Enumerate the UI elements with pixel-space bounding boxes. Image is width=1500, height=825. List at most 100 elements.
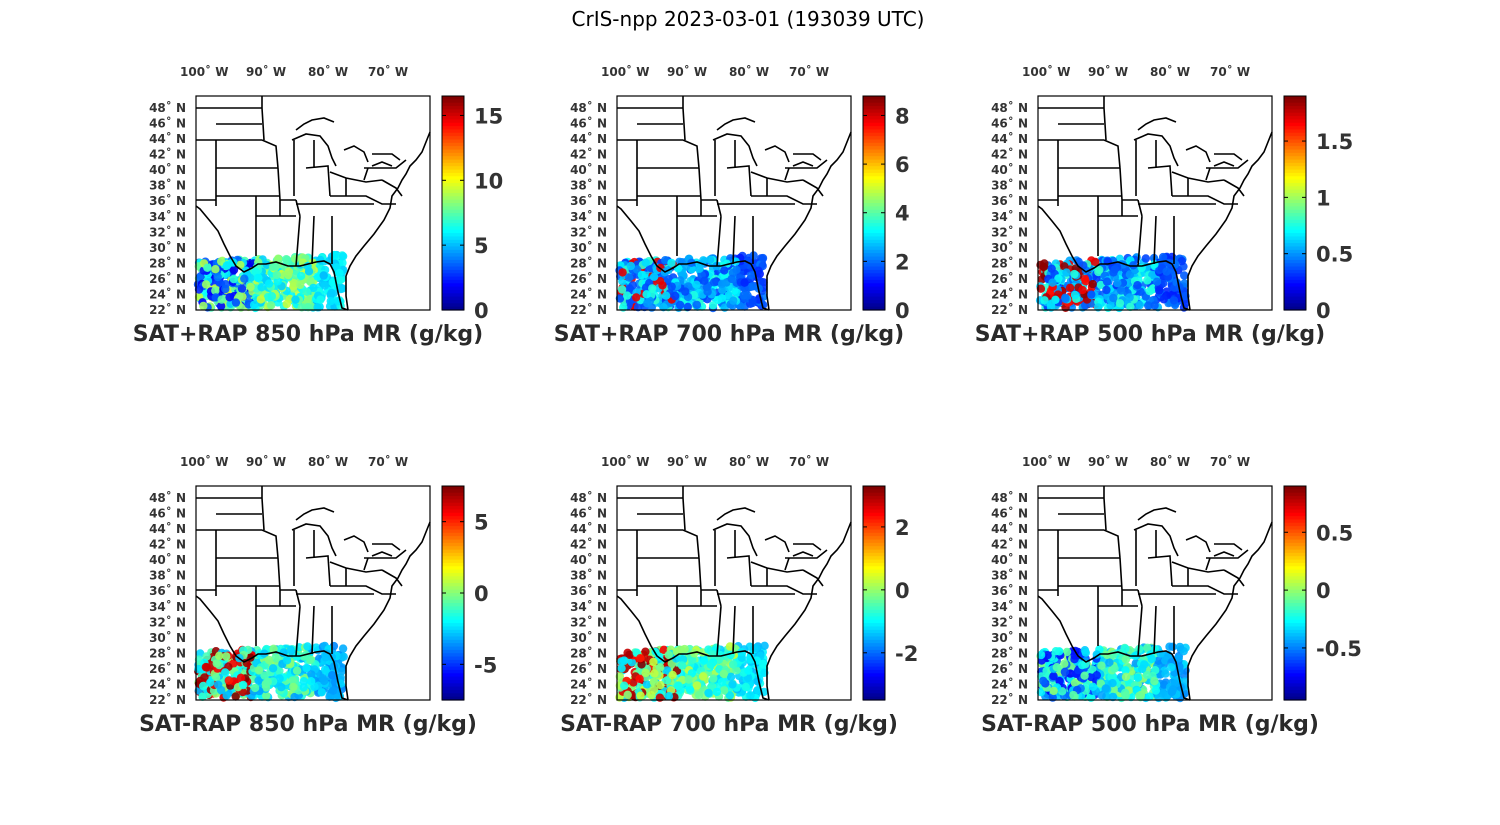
east-coastline (766, 131, 852, 311)
lat-tick-label: 28˚ N (570, 255, 607, 270)
map-panel-4: 100˚ W 90˚ W 80˚ W 70˚ W 48˚ N46˚ N44˚ N42˚ … (139, 454, 497, 737)
lat-tick-label: 22˚ N (570, 302, 607, 317)
panel-title: SAT+RAP 500 hPa MR (g/kg) (975, 322, 1325, 347)
lat-tick-label: 42˚ N (991, 147, 1028, 162)
data-swath (615, 251, 768, 313)
state-borders (196, 486, 407, 657)
lat-tick-label: 44˚ N (570, 521, 607, 536)
colorbar-tick-label: 0 (1316, 579, 1331, 603)
lat-tick-label: 26˚ N (991, 661, 1028, 676)
lon-tick-label: 70˚ W (1210, 64, 1250, 79)
colorbar-tick-label: 6 (895, 153, 910, 177)
lat-tick-label: 46˚ N (149, 116, 186, 131)
lat-tick-label: 26˚ N (149, 271, 186, 286)
colorbar-tick-label: 2 (895, 516, 910, 540)
lat-tick-label: 42˚ N (570, 537, 607, 552)
lat-tick-label: 34˚ N (991, 209, 1028, 224)
lat-tick-label: 30˚ N (570, 630, 607, 645)
colorbar-tick-label: -5 (474, 653, 497, 677)
east-coastline (345, 131, 431, 311)
map-panel-5: 100˚ W 90˚ W 80˚ W 70˚ W 48˚ N46˚ N44˚ N42˚ … (560, 454, 918, 737)
lat-tick-label: 36˚ N (991, 583, 1028, 598)
lat-tick-label: 30˚ N (991, 630, 1028, 645)
panel-title: SAT+RAP 850 hPa MR (g/kg) (133, 322, 483, 347)
great-lakes-outline (291, 507, 393, 557)
map-frame (616, 485, 852, 701)
lon-tick-label: 70˚ W (789, 64, 829, 79)
lat-tick-label: 48˚ N (570, 100, 607, 115)
lat-tick-label: 38˚ N (570, 568, 607, 583)
lat-tick-label: 24˚ N (991, 286, 1028, 301)
lon-tick-label: 100˚ W (601, 454, 649, 469)
panel-grid: 100˚ W 90˚ W 80˚ W 70˚ W48˚ N46˚ N44˚ N42˚ … (133, 64, 1362, 737)
lat-tick-label: 46˚ N (570, 506, 607, 521)
data-swath (1035, 252, 1190, 313)
colorbar-tick-label: 0 (474, 299, 489, 323)
lat-tick-label: 38˚ N (991, 178, 1028, 193)
lat-tick-label: 44˚ N (149, 521, 186, 536)
lat-tick-label: 34˚ N (570, 599, 607, 614)
lat-tick-label: 40˚ N (570, 552, 607, 567)
colorbar-tick-label: 0 (1316, 299, 1331, 323)
lat-tick-label: 46˚ N (570, 116, 607, 131)
lat-tick-label: 26˚ N (149, 661, 186, 676)
lat-tick-label: 44˚ N (991, 521, 1028, 536)
lon-tick-label: 80˚ W (1150, 64, 1190, 79)
lat-tick-label: 30˚ N (149, 630, 186, 645)
lat-tick-label: 28˚ N (149, 645, 186, 660)
lat-tick-label: 32˚ N (570, 224, 607, 239)
east-coastline (345, 521, 431, 701)
lon-tick-label: 90˚ W (667, 454, 707, 469)
lat-tick-label: 38˚ N (570, 178, 607, 193)
colorbar: 0 0.5 1 1.5 (1283, 95, 1353, 323)
lat-tick-label: 48˚ N (991, 100, 1028, 115)
lat-tick-label: 22˚ N (149, 692, 186, 707)
lon-tick-label: 80˚ W (729, 454, 769, 469)
lat-tick-label: 28˚ N (991, 645, 1028, 660)
lat-tick-label: 42˚ N (991, 537, 1028, 552)
lat-tick-label: 34˚ N (149, 599, 186, 614)
panel-title: SAT-RAP 850 hPa MR (g/kg) (139, 712, 477, 737)
colorbar-tick-label: 10 (474, 169, 503, 193)
state-borders (617, 486, 828, 657)
lat-tick-label: 34˚ N (991, 599, 1028, 614)
lon-tick-label: 100˚ W (1022, 454, 1070, 469)
lat-tick-label: 28˚ N (991, 255, 1028, 270)
panel-title: SAT-RAP 500 hPa MR (g/kg) (981, 712, 1319, 737)
colorbar: -5 0 5 (441, 485, 497, 701)
colorbar-tick-label: 5 (474, 511, 489, 535)
lat-tick-label: 48˚ N (149, 100, 186, 115)
lat-tick-label: 36˚ N (149, 193, 186, 208)
lon-tick-label: 100˚ W (180, 454, 228, 469)
lat-tick-label: 28˚ N (570, 645, 607, 660)
east-coastline (1187, 131, 1273, 311)
lat-tick-label: 28˚ N (149, 255, 186, 270)
lon-tick-label: 70˚ W (368, 454, 408, 469)
lat-tick-label: 48˚ N (991, 490, 1028, 505)
map-frame (1037, 485, 1273, 701)
colorbar-tick-label: 8 (895, 104, 910, 128)
lat-tick-label: 44˚ N (991, 131, 1028, 146)
lon-tick-label: 70˚ W (1210, 454, 1250, 469)
lat-tick-label: 30˚ N (149, 240, 186, 255)
great-lakes-outline (291, 117, 393, 167)
colorbar-tick-label: 0 (895, 299, 910, 323)
gulf-coastline (616, 205, 770, 311)
map-panel-2: 100˚ W 90˚ W 80˚ W 70˚ W 48˚ N46˚ N44˚ N42˚ … (554, 64, 910, 347)
data-swath (194, 641, 348, 703)
map-frame (616, 95, 852, 311)
lat-tick-label: 36˚ N (149, 583, 186, 598)
lon-tick-label: 100˚ W (1022, 64, 1070, 79)
colorbar: 0 5 10 15 (441, 95, 503, 323)
lat-tick-label: 44˚ N (570, 131, 607, 146)
lat-tick-label: 30˚ N (570, 240, 607, 255)
gulf-coastline (195, 595, 349, 701)
lat-tick-label: 26˚ N (991, 271, 1028, 286)
lat-tick-label: 40˚ N (991, 552, 1028, 567)
state-borders (1038, 96, 1249, 267)
map-panel-3: 100˚ W 90˚ W 80˚ W 70˚ W 48˚ N46˚ N44˚ N42˚ … (975, 64, 1353, 347)
lat-tick-label: 36˚ N (570, 193, 607, 208)
data-swath (615, 641, 769, 703)
lon-tick-label: 80˚ W (308, 64, 348, 79)
